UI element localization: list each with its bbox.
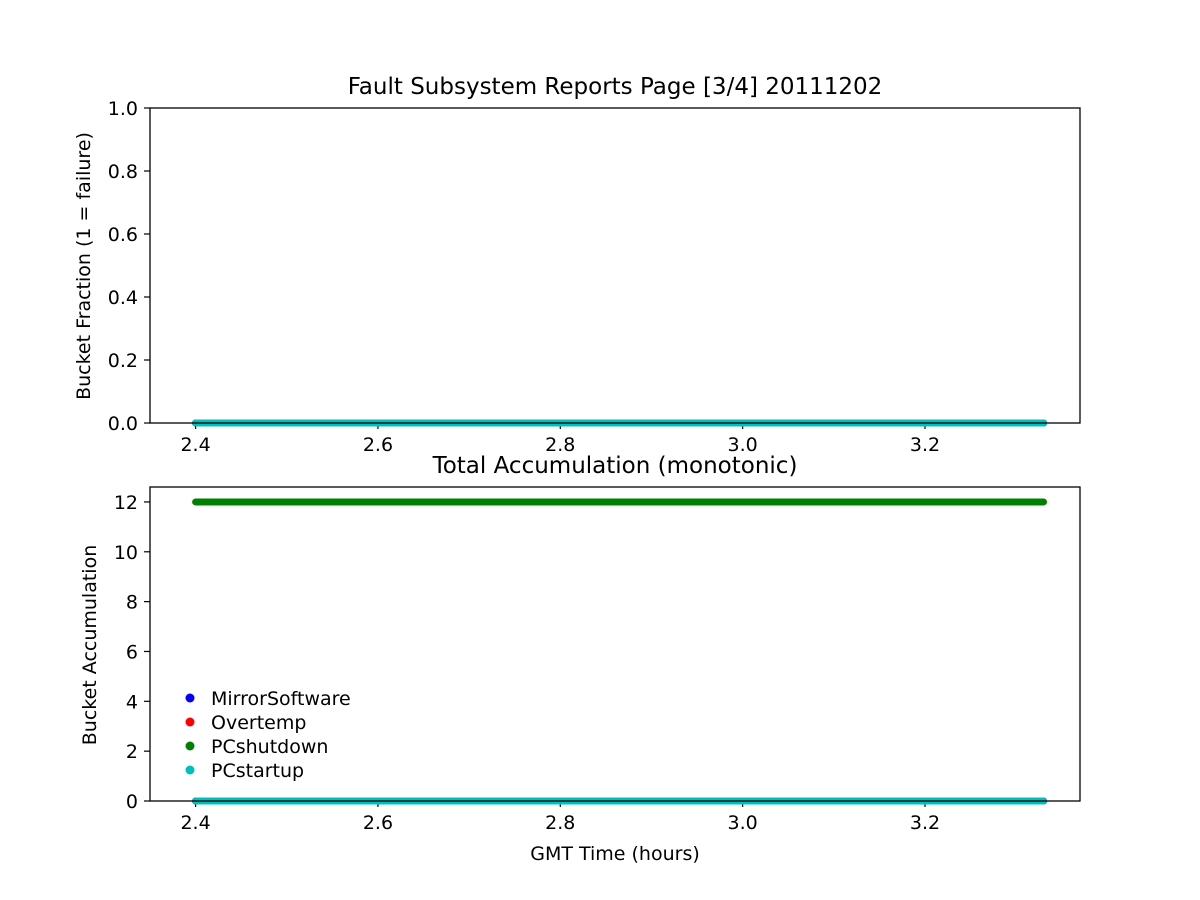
accumulation-chart-title: Total Accumulation (monotonic) <box>432 453 798 479</box>
fraction-y-tick-label: 0.4 <box>108 287 138 309</box>
accumulation-x-tick-label: 2.8 <box>545 812 575 834</box>
fraction-plot-frame <box>149 107 1081 424</box>
accumulation-plot-frame <box>149 486 1081 802</box>
accumulation-y-tick-label: 8 <box>126 592 138 614</box>
fraction-x-tick-label: 3.2 <box>910 434 940 456</box>
legend-marker-overtemp <box>185 717 195 727</box>
accumulation-subplot: Total Accumulation (monotonic) Bucket Ac… <box>79 453 1081 865</box>
fraction-y-axis-label: Bucket Fraction (1 = failure) <box>73 132 95 400</box>
accumulation-y-tick-label: 2 <box>126 741 138 763</box>
fraction-x-tick-label: 3.0 <box>728 434 758 456</box>
fraction-chart-title: Fault Subsystem Reports Page [3/4] 20111… <box>348 74 883 100</box>
fraction-x-tick-label: 2.4 <box>180 434 210 456</box>
legend-label-overtemp: Overtemp <box>211 712 306 734</box>
accumulation-y-tick-label: 12 <box>114 492 138 514</box>
accumulation-x-tick-label: 2.4 <box>180 812 210 834</box>
legend-marker-pcstartup <box>185 765 195 775</box>
accumulation-y-tick-label: 10 <box>114 542 138 564</box>
fraction-x-tick-label: 2.8 <box>545 434 575 456</box>
accumulation-y-axis-label: Bucket Accumulation <box>79 545 101 746</box>
accumulation-x-tick-label: 3.2 <box>910 812 940 834</box>
legend-marker-pcshutdown <box>185 741 195 751</box>
legend-label-mirrorsoftware: MirrorSoftware <box>211 688 351 710</box>
fraction-y-tick-label: 0.2 <box>108 350 138 372</box>
fraction-x-tick-label: 2.6 <box>363 434 393 456</box>
fraction-axis-ticks: 2.4 2.6 2.8 3.0 3.2 0.0 0.2 0.4 0.6 0.8 1.0 <box>108 98 940 456</box>
accumulation-x-axis-label: GMT Time (hours) <box>530 843 700 865</box>
fraction-y-tick-label: 0.0 <box>108 413 138 435</box>
accumulation-x-tick-label: 3.0 <box>728 812 758 834</box>
legend: MirrorSoftwareOvertempPCshutdownPCstartu… <box>185 688 351 782</box>
accumulation-x-tick-label: 2.6 <box>363 812 393 834</box>
accumulation-axis-ticks: 2.4 2.6 2.8 3.0 3.2 0 2 4 6 8 10 12 <box>114 492 940 834</box>
accumulation-y-tick-label: 4 <box>126 691 138 713</box>
legend-marker-mirrorsoftware <box>185 693 195 703</box>
fraction-y-tick-label: 0.6 <box>108 224 138 246</box>
accumulation-y-tick-label: 0 <box>126 791 138 813</box>
legend-label-pcstartup: PCstartup <box>211 760 304 782</box>
legend-label-pcshutdown: PCshutdown <box>211 736 328 758</box>
fraction-subplot: Fault Subsystem Reports Page [3/4] 20111… <box>73 74 1081 456</box>
fraction-y-tick-label: 0.8 <box>108 161 138 183</box>
fraction-y-tick-label: 1.0 <box>108 98 138 120</box>
accumulation-y-tick-label: 6 <box>126 641 138 663</box>
